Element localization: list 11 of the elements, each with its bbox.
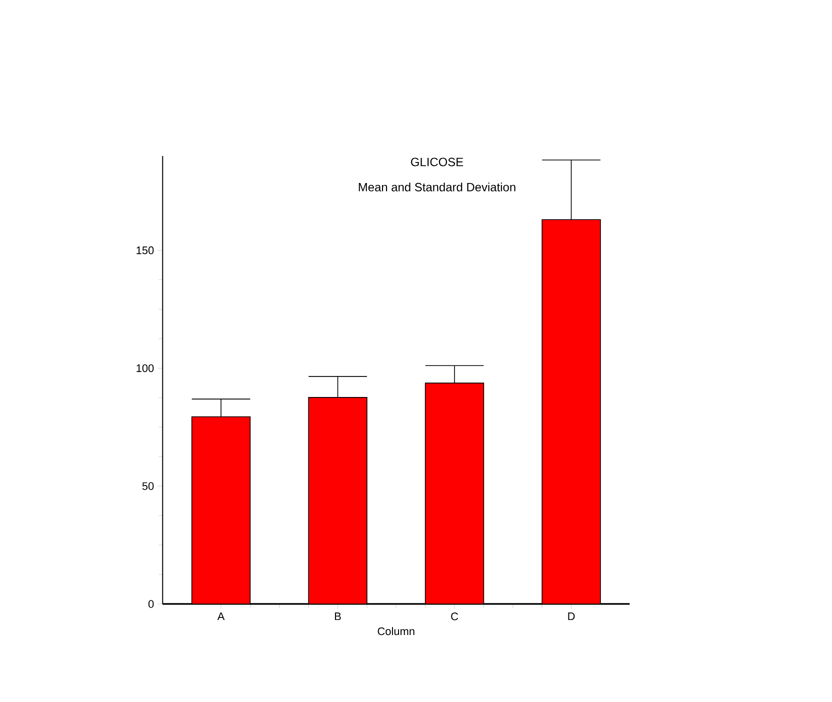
x-tick-label: B <box>335 612 341 620</box>
chart-title: GLICOSE <box>411 158 464 166</box>
x-tick-label: C <box>451 612 458 620</box>
text: Mean and Standard Deviation <box>358 182 516 192</box>
x-axis-title: Column <box>378 627 414 636</box>
y-tick-label: 100 <box>136 364 154 372</box>
y-tick-label: 50 <box>142 482 154 490</box>
y-tick-label: 0 <box>148 600 154 608</box>
y-tick-label: 150 <box>136 246 154 254</box>
x-tick-label: D <box>568 612 575 620</box>
x-tick-label: A <box>217 612 225 620</box>
